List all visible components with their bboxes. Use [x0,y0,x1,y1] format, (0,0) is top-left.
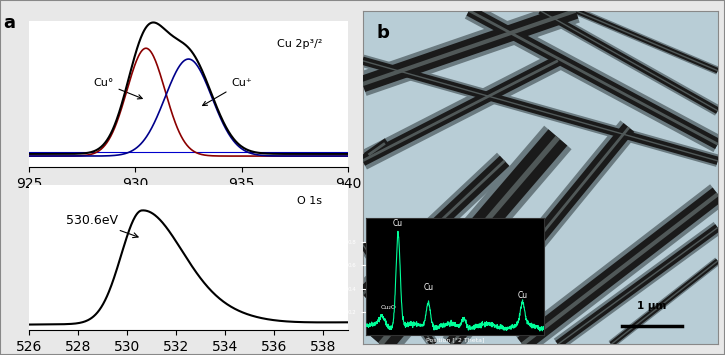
X-axis label: Bending Energy/eV: Bending Energy/eV [135,196,242,206]
Text: Cu⁺: Cu⁺ [202,78,252,105]
Text: a: a [4,14,15,32]
Text: b: b [377,24,389,42]
Text: Cu: Cu [518,291,528,300]
Text: Cu: Cu [423,283,434,292]
Text: Cu₂O: Cu₂O [381,305,396,310]
Y-axis label: Counts: Counts [341,266,347,288]
Text: 530.6eV: 530.6eV [66,214,138,237]
Text: Cu°: Cu° [94,78,142,99]
Text: Cu: Cu [393,219,403,228]
Text: 1 μm: 1 μm [637,301,667,311]
Text: O 1s: O 1s [297,196,323,206]
Text: Cu 2p³/²: Cu 2p³/² [277,39,323,49]
X-axis label: Position [°2 Theta]: Position [°2 Theta] [426,337,484,342]
